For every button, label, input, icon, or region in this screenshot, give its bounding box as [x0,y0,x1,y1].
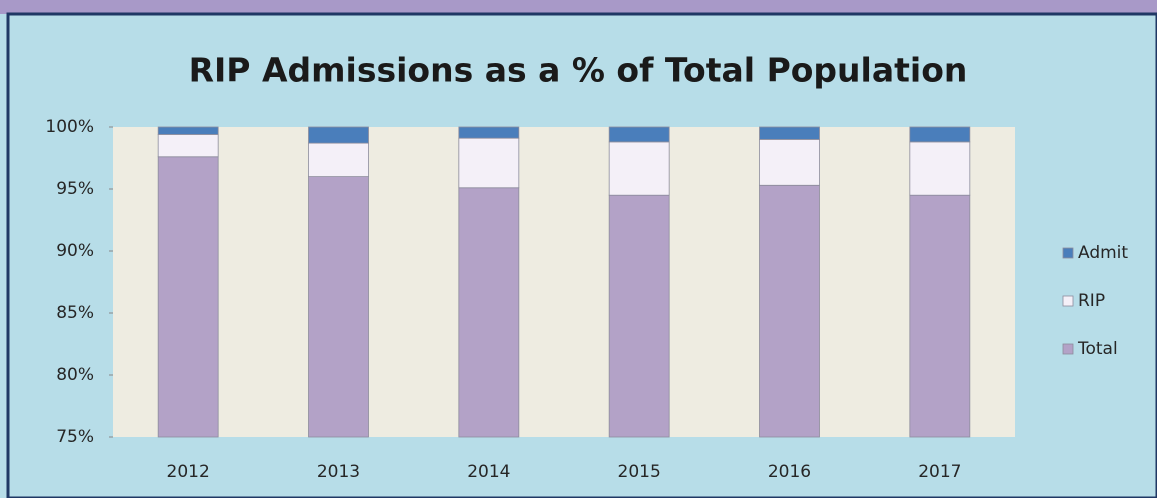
legend-label: Admit [1078,243,1128,263]
bar-segment [308,176,369,438]
x-tick-label: 2017 [918,462,961,482]
y-tick-label: 95% [56,179,94,199]
chart-title: RIP Admissions as a % of Total Populatio… [189,51,968,90]
bar-segment [458,137,520,189]
bar-segment [909,126,971,143]
bar-segment [608,194,670,438]
legend-label: Total [1077,339,1118,359]
x-tick-label: 2014 [467,462,510,482]
legend-swatch [1062,247,1074,259]
y-tick-label: 80% [56,365,94,385]
bar-segment [759,184,820,438]
x-tick-label: 2016 [768,462,811,482]
bar-segment [157,126,219,135]
bar-segment [458,126,520,139]
bar-segment [608,126,670,143]
y-tick-label: 90% [56,241,94,261]
x-tick-label: 2013 [317,462,360,482]
bar-segment [157,156,219,438]
bar-segment [157,134,219,158]
bar-segment [308,126,369,144]
legend-swatch [1062,343,1074,355]
bar-segment [909,194,971,438]
plot-area [113,127,1015,437]
bar-segment [759,126,820,140]
legend-swatch [1062,295,1074,307]
top-band [0,0,1157,14]
y-tick-label: 85% [56,303,94,323]
legend-label: RIP [1078,291,1105,311]
y-tick-label: 75% [56,427,94,447]
x-tick-label: 2015 [618,462,661,482]
bar-segment [608,141,670,196]
bar-segment [909,141,971,196]
bar-segment [308,142,369,177]
bar-segment [759,138,820,186]
bar-segment [458,187,520,438]
y-tick-label: 100% [45,117,94,137]
x-tick-label: 2012 [167,462,210,482]
